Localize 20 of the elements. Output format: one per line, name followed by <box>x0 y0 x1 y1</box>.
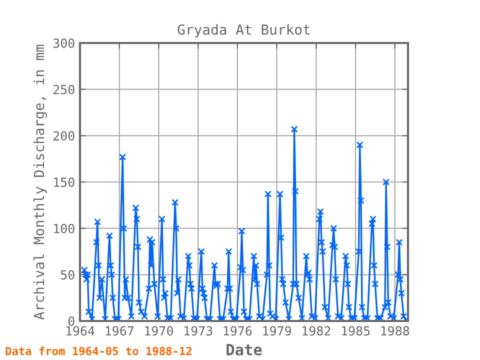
x-tick-label: 1967 <box>106 326 134 336</box>
x-tick-label: 1964 <box>66 326 94 336</box>
y-tick-label: 150 <box>54 178 74 187</box>
x-tick-label: 1976 <box>224 326 252 336</box>
y-tick-label: 100 <box>54 224 74 234</box>
y-tick-label: 50 <box>60 270 74 280</box>
y-axis-title: Archival Monthly Discharge, in mm <box>33 44 48 320</box>
x-tick-label: 1970 <box>145 326 173 336</box>
x-tick-label: 1973 <box>184 326 212 336</box>
text: Data from 1964-05 to 1988-12 <box>6 346 192 356</box>
y-tick-label: 0 <box>68 316 74 326</box>
y-tick-label: 300 <box>53 38 74 48</box>
chart-title: Gryada At Burkot <box>178 24 310 38</box>
y-tick-label: 250 <box>53 84 74 94</box>
x-tick-label: 1979 <box>263 326 291 336</box>
x-axis-title: Date <box>226 344 262 356</box>
x-tick-label: 1985 <box>342 326 370 336</box>
x-tick-label: 1988 <box>381 326 410 336</box>
y-tick-label: 200 <box>53 131 74 141</box>
x-tick-label: 1982 <box>302 326 330 336</box>
